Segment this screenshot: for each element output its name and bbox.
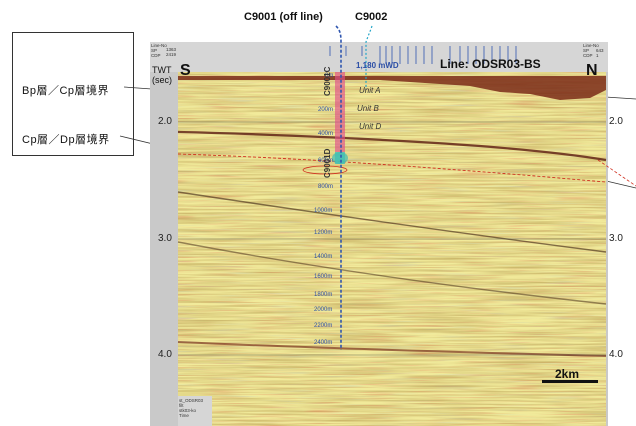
scale-bar [542,380,598,383]
tick-left-4: 4.0 [158,349,172,360]
well-main-trajectory [365,25,373,90]
twt-axis-label: TWT (sec) [152,65,172,85]
horizon-extension-right [597,159,636,187]
horizon-cd [177,153,607,183]
south-label: S [180,62,191,79]
tick-right-4: 4.0 [609,349,623,360]
twt-label: TWT [152,65,172,75]
horizon-deep-2 [177,241,607,305]
line-title: Line: ODSR03-BS [440,57,541,71]
header-strip [150,42,608,72]
header-right-values: 643 1 [596,48,604,58]
depth-label: 400m [318,131,334,137]
tick-right-2: 2.0 [609,116,623,127]
water-depth-label: 1,180 mWD [356,61,399,70]
unit-d-label: Unit D [359,122,382,131]
well-offline-trajectory [335,25,342,350]
depth-label: 600m [318,158,334,164]
depth-label: 1800m [314,292,333,298]
core-c9001d-label: C9001D [323,148,332,178]
depth-label: 1000m [314,208,333,214]
cd-boundary-label: Cp層／Dp層境界 [22,134,110,146]
tick-left-3: 3.0 [158,233,172,244]
header-right-labels: Line-No SP CDP [583,43,599,58]
depth-label: 1200m [314,230,333,236]
unit-b-label: Unit B [357,104,379,113]
legend-box [12,32,134,156]
depth-label: 0m [325,73,334,79]
horizon-deep-3 [177,341,607,357]
header-left-labels: Line-No SP CDP [151,43,167,58]
seismic-section [150,42,608,426]
depth-label: 2200m [314,323,333,329]
well-offline-label: C9001 (off line) [244,11,323,23]
tick-right-3: 3.0 [609,233,623,244]
depth-label: 800m [318,184,334,190]
north-label: N [586,62,598,79]
depth-label: 200m [318,107,334,113]
depth-label: 1600m [314,274,333,280]
depth-label: 2400m [314,340,333,346]
header-left-values: 1363 2419 [166,47,177,57]
seismic-image [150,42,608,426]
depth-label: 2000m [314,307,333,313]
horizon-bc [177,130,607,162]
seafloor-reflector [178,76,606,100]
header-shotpoint-ticks [329,46,517,64]
depth-label: 1400m [314,254,333,260]
core-c9001d-marker [332,152,348,164]
unit-a-label: Unit A [359,86,381,95]
seismic-blue-texture [178,72,606,426]
footer-info-box [178,396,212,426]
bc-boundary-label: Bp層／Cp層境界 [22,85,110,97]
well-main-label: C9002 [355,11,388,23]
sec-label: (sec) [152,75,172,85]
scale-bar-label: 2km [555,367,580,381]
horizon-deep-1 [177,191,607,253]
red-ellipse-marker [302,165,348,175]
core-c9001c-label: C9001C [323,66,332,96]
footer-info-text: st_ODSR03 filt stk03-ko Time [179,398,204,418]
tick-left-2: 2.0 [158,116,172,127]
core-c9001c-interval [335,72,345,152]
